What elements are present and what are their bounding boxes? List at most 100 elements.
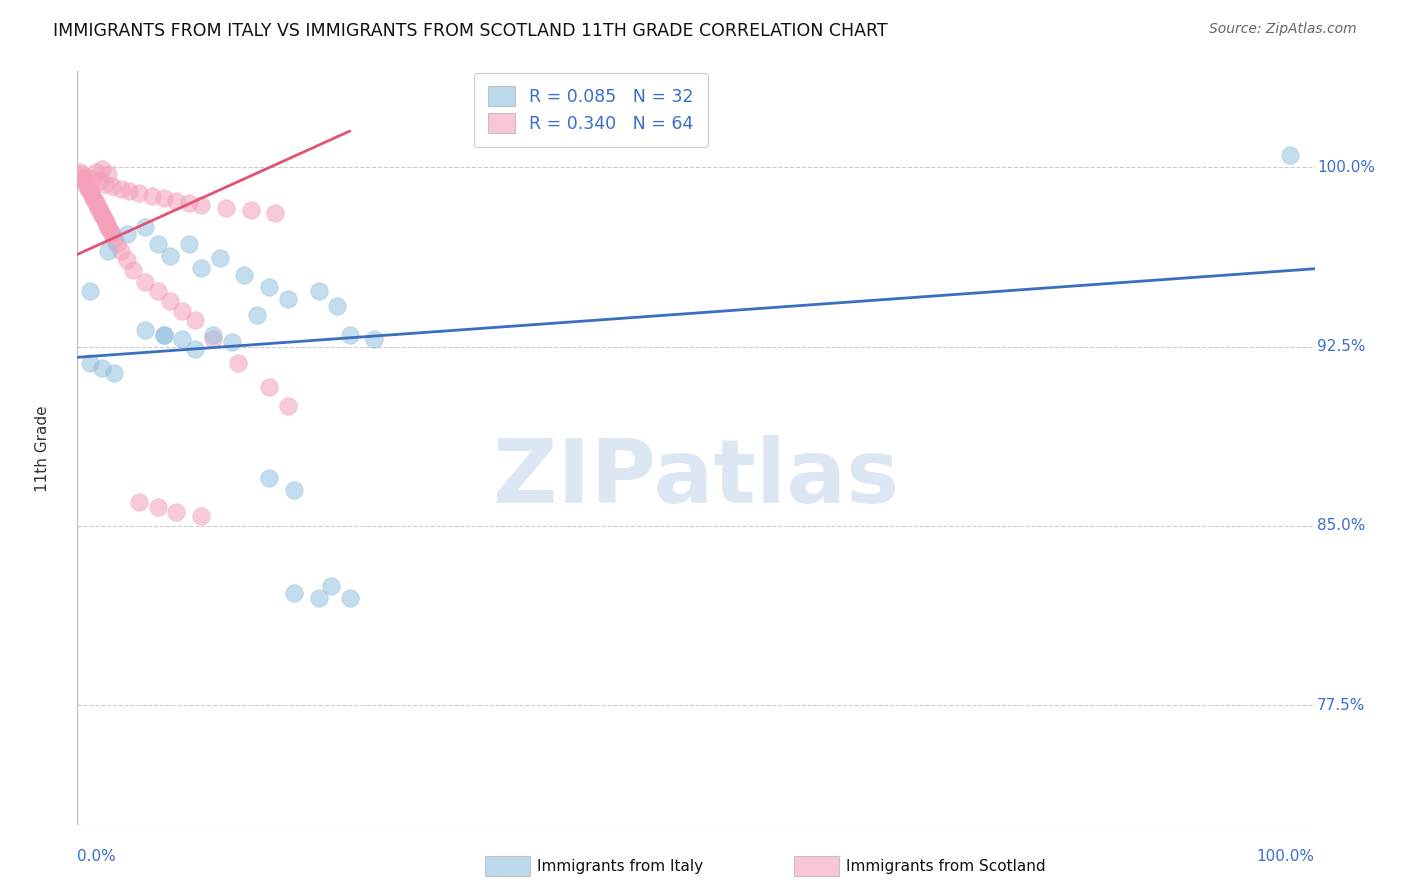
Point	[110, 181, 132, 195]
Point	[283, 483, 305, 497]
Text: 100.0%: 100.0%	[1257, 849, 1315, 864]
Point	[79, 285, 101, 299]
Point	[97, 219, 120, 234]
Point	[264, 205, 287, 219]
Point	[97, 167, 120, 181]
Text: Immigrants from Italy: Immigrants from Italy	[537, 859, 703, 873]
Point	[73, 174, 96, 188]
Point	[79, 356, 101, 370]
Point	[184, 313, 207, 327]
Point	[91, 361, 114, 376]
Point	[80, 186, 103, 201]
Point	[208, 251, 231, 265]
Point	[96, 218, 118, 232]
Point	[77, 181, 100, 195]
Point	[257, 380, 280, 394]
Point	[100, 225, 122, 239]
Point	[146, 500, 169, 514]
Point	[82, 172, 104, 186]
Text: IMMIGRANTS FROM ITALY VS IMMIGRANTS FROM SCOTLAND 11TH GRADE CORRELATION CHART: IMMIGRANTS FROM ITALY VS IMMIGRANTS FROM…	[53, 22, 889, 40]
Point	[101, 227, 124, 241]
Text: 85.0%: 85.0%	[1317, 518, 1365, 533]
Point	[122, 263, 145, 277]
Point	[172, 332, 194, 346]
Point	[283, 586, 305, 600]
Point	[72, 169, 94, 184]
Point	[82, 191, 104, 205]
Text: ZIPatlas: ZIPatlas	[494, 435, 898, 522]
Point	[339, 327, 361, 342]
Point	[153, 327, 176, 342]
Point	[153, 327, 176, 342]
Point	[70, 167, 93, 181]
Point	[190, 198, 212, 212]
Point	[159, 294, 181, 309]
Point	[105, 236, 128, 251]
Point	[128, 186, 150, 201]
Point	[93, 212, 115, 227]
Point	[308, 591, 330, 605]
Point	[115, 253, 138, 268]
Point	[90, 205, 112, 219]
Point	[363, 332, 385, 346]
Point	[110, 244, 132, 258]
Point	[72, 172, 94, 186]
Point	[339, 591, 361, 605]
Point	[146, 285, 169, 299]
Point	[159, 249, 181, 263]
Point	[257, 279, 280, 293]
Text: 11th Grade: 11th Grade	[35, 405, 51, 491]
Point	[89, 203, 111, 218]
Point	[190, 509, 212, 524]
Point	[165, 194, 187, 208]
Point	[184, 342, 207, 356]
Point	[226, 356, 249, 370]
Point	[1278, 148, 1301, 162]
Point	[91, 211, 114, 225]
Point	[79, 184, 101, 198]
Point	[134, 275, 156, 289]
Point	[98, 222, 121, 236]
Point	[84, 196, 107, 211]
Point	[89, 174, 111, 188]
Point	[177, 236, 200, 251]
Point	[86, 198, 108, 212]
Point	[93, 177, 115, 191]
Point	[82, 188, 104, 202]
Point	[76, 179, 98, 194]
Point	[91, 208, 114, 222]
Point	[141, 188, 163, 202]
Text: Source: ZipAtlas.com: Source: ZipAtlas.com	[1209, 22, 1357, 37]
Point	[84, 165, 107, 179]
Point	[319, 579, 342, 593]
Point	[165, 505, 187, 519]
Point	[215, 201, 238, 215]
Point	[233, 268, 256, 282]
Point	[94, 215, 117, 229]
Point	[246, 309, 269, 323]
Point	[202, 327, 225, 342]
Point	[172, 303, 194, 318]
Point	[134, 219, 156, 234]
Point	[202, 332, 225, 346]
Point	[103, 366, 125, 380]
Point	[146, 236, 169, 251]
Point	[221, 334, 243, 349]
Point	[118, 184, 141, 198]
Text: 92.5%: 92.5%	[1317, 339, 1365, 354]
Point	[326, 299, 349, 313]
Point	[91, 162, 114, 177]
Text: 100.0%: 100.0%	[1317, 160, 1375, 175]
Text: Immigrants from Scotland: Immigrants from Scotland	[846, 859, 1046, 873]
Point	[87, 201, 110, 215]
Point	[97, 244, 120, 258]
Point	[308, 285, 330, 299]
Point	[153, 191, 176, 205]
Point	[277, 400, 299, 414]
Point	[277, 292, 299, 306]
Text: 0.0%: 0.0%	[77, 849, 117, 864]
Point	[134, 323, 156, 337]
Point	[257, 471, 280, 485]
Point	[239, 203, 262, 218]
Point	[177, 196, 200, 211]
